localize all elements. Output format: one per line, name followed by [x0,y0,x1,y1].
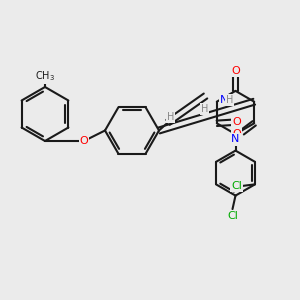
Text: H: H [226,95,233,105]
Text: O: O [80,136,88,146]
Text: H: H [200,103,208,114]
Text: Cl: Cl [227,211,238,221]
Text: N: N [231,134,240,145]
Text: O: O [232,117,241,128]
Text: O: O [231,65,240,76]
Text: Cl: Cl [231,181,242,191]
Text: O: O [232,129,241,139]
Text: N: N [220,95,229,105]
Text: H: H [167,112,174,122]
Text: CH$_3$: CH$_3$ [35,70,55,83]
